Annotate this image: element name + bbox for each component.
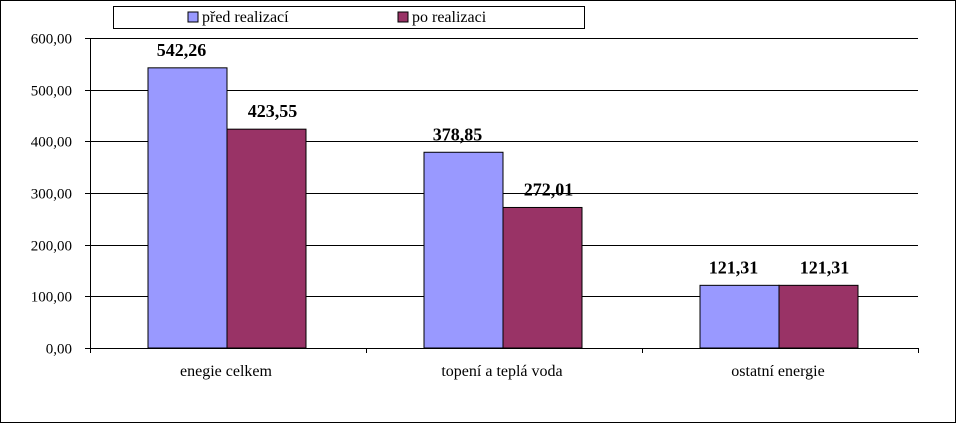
data-label: 121,31 <box>709 257 759 277</box>
legend-box <box>113 6 585 29</box>
legend-swatch <box>187 11 199 23</box>
data-label: 272,01 <box>524 179 574 199</box>
y-tick-label: 300,00 <box>31 187 72 203</box>
y-tick-label: 500,00 <box>31 84 72 100</box>
bars <box>147 67 859 349</box>
bar <box>226 128 307 349</box>
bar <box>699 284 780 349</box>
data-label: 378,85 <box>433 124 483 144</box>
y-tick-label: 200,00 <box>31 239 72 255</box>
legend-swatch <box>397 11 409 23</box>
y-tick-label: 400,00 <box>31 135 72 151</box>
data-label: 121,31 <box>800 257 850 277</box>
legend-label: před realizací <box>202 9 289 26</box>
bar <box>423 151 504 349</box>
data-labels: 542,26 423,55 378,85 272,01 121,31 121,31 <box>157 40 850 277</box>
axes <box>85 38 919 353</box>
legend-label: po realizaci <box>412 9 487 26</box>
data-label: 542,26 <box>157 40 207 60</box>
y-tick-label: 0,00 <box>46 342 72 358</box>
y-tick-label: 100,00 <box>31 290 72 306</box>
x-category-labels: enegie celkem topení a teplá voda ostatní … <box>180 363 825 380</box>
x-tick-label: enegie celkem <box>180 363 273 380</box>
data-label: 423,55 <box>248 101 298 121</box>
y-tick-labels: 0,00 100,00 200,00 300,00 400,00 500,00 600,00 <box>31 32 72 358</box>
bar <box>778 284 859 349</box>
bar <box>502 206 583 349</box>
x-tick-label: topení a teplá voda <box>441 363 562 380</box>
x-tick-label: ostatní energie <box>731 363 824 380</box>
bar <box>147 67 228 349</box>
legend: před realizací po realizaci <box>113 6 585 29</box>
y-tick-label: 600,00 <box>31 32 72 48</box>
